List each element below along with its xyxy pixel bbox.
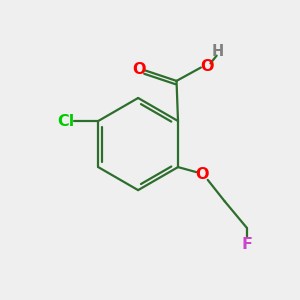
- Text: H: H: [212, 44, 224, 59]
- Text: O: O: [200, 58, 214, 74]
- Text: Cl: Cl: [57, 113, 74, 128]
- Text: O: O: [132, 61, 146, 76]
- Text: O: O: [196, 167, 209, 182]
- Text: F: F: [242, 237, 253, 252]
